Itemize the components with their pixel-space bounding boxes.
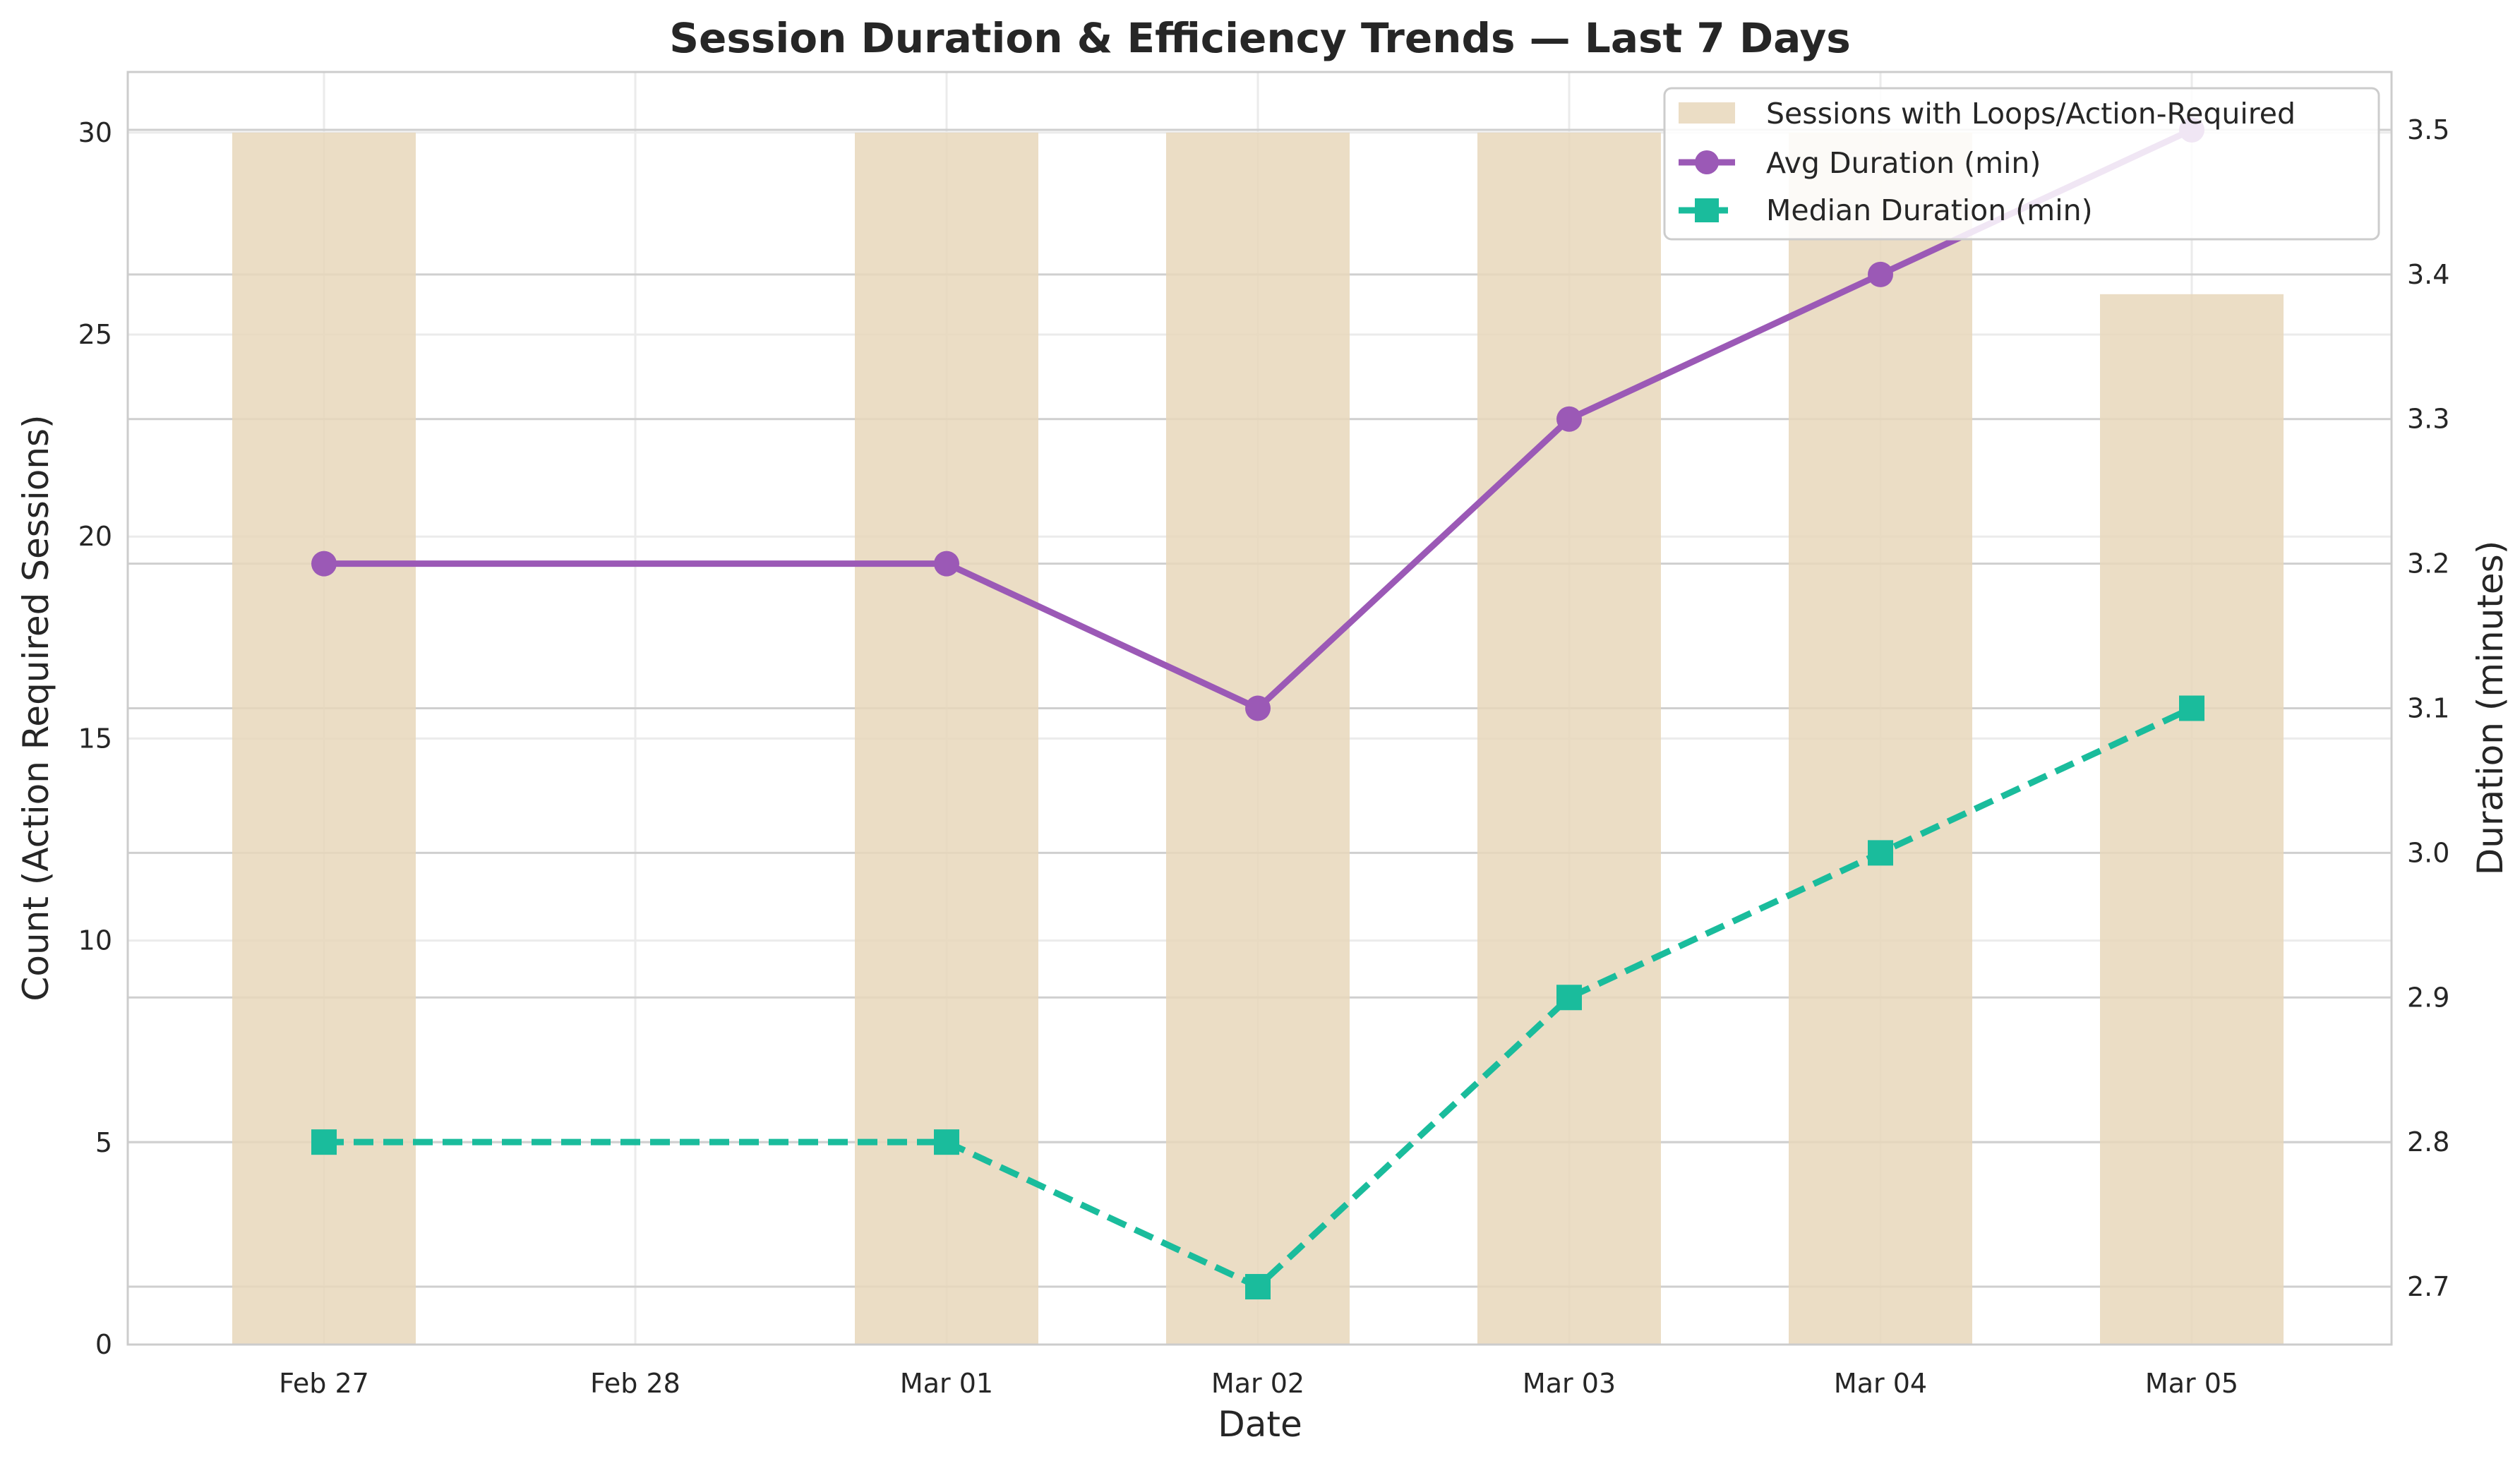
y-left-tick-label: 0 xyxy=(95,1329,112,1360)
tick-layer: 0 5 10 15 20 25 30 2.7 2.8 2.9 3.0 3.1 3.2 3.3 3.4 3.5 F… xyxy=(78,114,2450,1399)
avg-duration-point xyxy=(311,551,337,577)
y-right-tick-label: 3.3 xyxy=(2407,404,2449,435)
avg-duration-point xyxy=(934,551,959,577)
bar xyxy=(2100,294,2284,1345)
y-axis-right-label: Duration (minutes) xyxy=(2470,541,2511,875)
bar xyxy=(232,132,416,1345)
x-axis-label: Date xyxy=(1218,1404,1302,1445)
y-left-tick-label: 25 xyxy=(78,319,112,350)
legend-avg-marker xyxy=(1695,150,1719,174)
y-left-tick-label: 5 xyxy=(95,1127,112,1158)
bar xyxy=(1789,132,1972,1345)
y-right-tick-label: 3.5 xyxy=(2407,114,2449,145)
y-left-tick-label: 20 xyxy=(78,521,112,552)
x-tick-label: Mar 01 xyxy=(900,1368,993,1399)
y-right-tick-label: 3.4 xyxy=(2407,259,2449,290)
avg-duration-point xyxy=(1868,261,1893,287)
y-axis-left-label: Count (Action Required Sessions) xyxy=(16,414,56,1001)
legend-median-marker xyxy=(1695,198,1719,222)
chart-title: Session Duration & Efficiency Trends — L… xyxy=(669,14,1851,62)
x-tick-label: Mar 02 xyxy=(1211,1368,1304,1399)
x-tick-label: Mar 03 xyxy=(1523,1368,1616,1399)
median-duration-point xyxy=(2179,695,2204,721)
x-tick-label: Mar 05 xyxy=(2145,1368,2238,1399)
median-duration-point xyxy=(1556,985,1582,1011)
bar xyxy=(855,132,1038,1345)
plot-frame xyxy=(126,71,2393,1346)
median-duration-point xyxy=(1245,1274,1271,1300)
legend-label-bars: Sessions with Loops/Action-Required xyxy=(1766,97,2296,131)
marker-layer xyxy=(311,116,2204,1300)
legend: Sessions with Loops/Action-Required Avg … xyxy=(1663,87,2380,241)
avg-duration-line xyxy=(320,126,2195,711)
y-right-tick-label: 2.7 xyxy=(2407,1271,2449,1302)
legend-bar-swatch xyxy=(1679,102,1735,124)
y-right-tick-label: 2.9 xyxy=(2407,982,2449,1013)
bar xyxy=(1477,132,1661,1345)
avg-duration-point xyxy=(1245,695,1271,721)
y-right-tick-label: 3.2 xyxy=(2407,548,2449,579)
median-duration-point xyxy=(311,1129,337,1155)
x-tick-label: Feb 28 xyxy=(590,1368,680,1399)
y-right-tick-label: 3.0 xyxy=(2407,837,2449,868)
median-duration-line xyxy=(324,705,2193,1290)
legend-box xyxy=(1663,87,2380,241)
y-right-tick-label: 2.8 xyxy=(2407,1126,2449,1158)
y-left-tick-label: 15 xyxy=(78,723,112,754)
y-right-tick-label: 3.1 xyxy=(2407,693,2449,724)
median-duration-point xyxy=(1868,840,1893,866)
line-layer xyxy=(320,126,2195,1290)
y-left-tick-label: 30 xyxy=(78,117,112,148)
x-tick-label: Feb 27 xyxy=(279,1368,369,1399)
legend-label-median: Median Duration (min) xyxy=(1766,193,2093,227)
avg-duration-point xyxy=(1556,406,1582,432)
median-duration-point xyxy=(934,1129,959,1155)
bar xyxy=(1166,132,1350,1345)
legend-label-avg: Avg Duration (min) xyxy=(1766,146,2041,180)
y-left-tick-label: 10 xyxy=(78,925,112,956)
x-tick-label: Mar 04 xyxy=(1834,1368,1927,1399)
